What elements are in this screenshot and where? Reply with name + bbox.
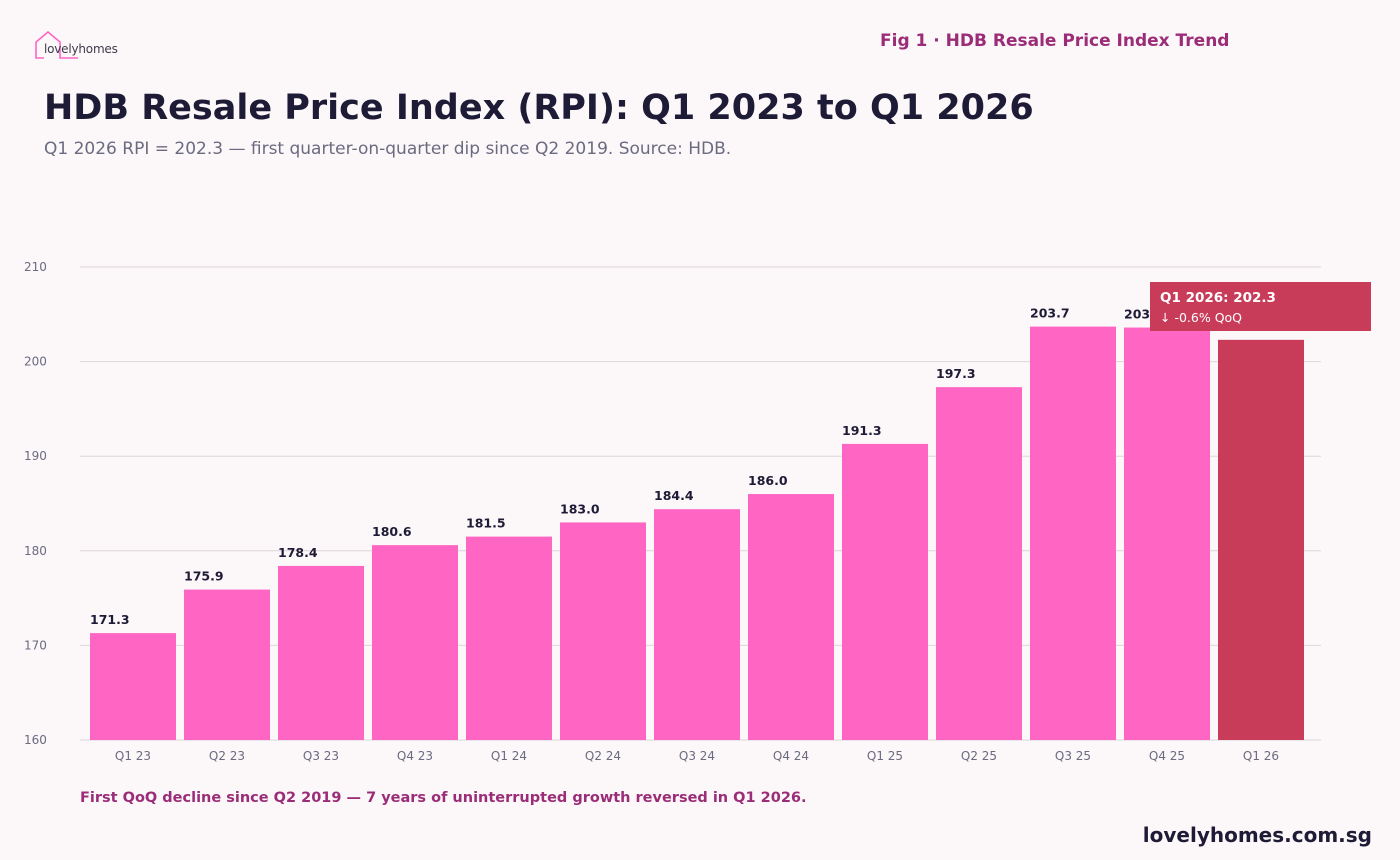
bar [90, 633, 176, 740]
callout-title: Q1 2026: 202.3 [1160, 290, 1276, 306]
y-tick-label: 190 [24, 449, 47, 463]
x-tick-label: Q2 25 [961, 749, 997, 763]
bar [748, 494, 834, 740]
chart-subtitle: Q1 2026 RPI = 202.3 — first quarter-on-q… [44, 139, 732, 159]
bar [278, 565, 364, 740]
data-label: 181.5 [466, 516, 506, 531]
x-tick-label: Q4 24 [773, 749, 809, 763]
x-tick-label: Q3 23 [303, 749, 339, 763]
x-tick-label: Q4 25 [1149, 749, 1185, 763]
x-tick-label: Q2 24 [585, 749, 621, 763]
data-label: 180.6 [372, 524, 412, 539]
data-label: 184.4 [654, 488, 694, 503]
bar [842, 443, 928, 740]
x-tick-label: Q3 25 [1055, 749, 1091, 763]
x-tick-label: Q1 25 [867, 749, 903, 763]
bar [936, 387, 1022, 740]
data-label: 183.0 [560, 501, 600, 516]
bar [1030, 326, 1116, 740]
bar [184, 589, 270, 740]
data-label: 171.3 [90, 612, 130, 627]
lovelyhomes-logo [35, 30, 78, 59]
x-tick-label: Q4 23 [397, 749, 433, 763]
data-label: 203.7 [1030, 306, 1070, 321]
bar [1218, 339, 1304, 740]
chart-title: HDB Resale Price Index (RPI): Q1 2023 to… [44, 88, 1034, 128]
bar [466, 536, 552, 740]
bar [1124, 327, 1210, 740]
figure-label: Fig 1 · HDB Resale Price Index Trend [880, 31, 1230, 51]
footnote: First QoQ decline since Q2 2019 — 7 year… [80, 790, 807, 806]
site-url: lovelyhomes.com.sg [1142, 823, 1372, 847]
x-tick-label: Q3 24 [679, 749, 715, 763]
x-tick-label: Q1 23 [115, 749, 151, 763]
bar [560, 522, 646, 740]
y-tick-label: 200 [24, 355, 47, 369]
data-label: 197.3 [936, 366, 976, 381]
x-tick-label: Q2 23 [209, 749, 245, 763]
y-tick-label: 160 [24, 733, 47, 747]
y-tick-label: 210 [24, 260, 47, 274]
data-label: 191.3 [842, 423, 882, 438]
callout-change: ↓ -0.6% QoQ [1160, 310, 1243, 325]
y-tick-label: 180 [24, 544, 47, 558]
y-tick-label: 170 [24, 638, 47, 652]
bar [654, 509, 740, 740]
highlight-callout: Q1 2026: 202.3 ↓ -0.6% QoQ [1150, 282, 1371, 331]
x-tick-label: Q1 26 [1243, 749, 1279, 763]
x-tick-label: Q1 24 [491, 749, 527, 763]
bar [372, 545, 458, 740]
logo-text: lovelyhomes [44, 42, 118, 56]
data-label: 186.0 [748, 473, 788, 488]
data-label: 175.9 [184, 569, 224, 584]
data-label: 178.4 [278, 545, 318, 560]
